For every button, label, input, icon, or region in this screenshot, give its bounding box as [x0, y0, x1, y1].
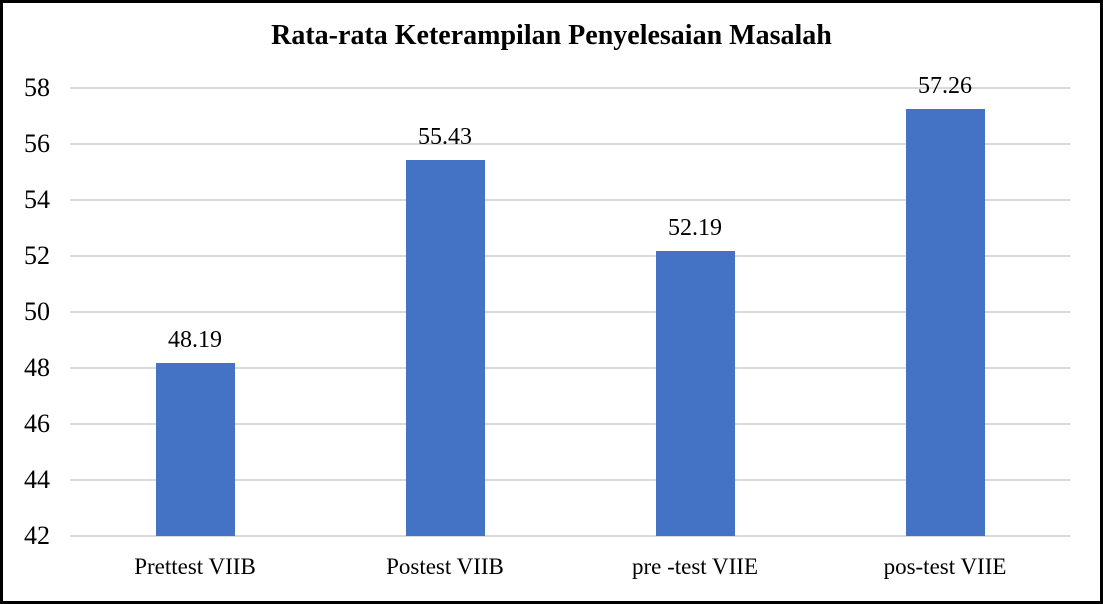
gridline — [70, 255, 1070, 257]
x-axis-category-label: pre -test VIIE — [631, 554, 759, 579]
y-axis-tick-label: 42 — [24, 521, 50, 550]
x-axis-category-label: pos-test VIIE — [883, 554, 1007, 579]
y-axis-tick-label: 52 — [24, 241, 50, 270]
y-axis-tick-label: 58 — [24, 73, 50, 102]
y-axis-tick-label: 54 — [24, 185, 50, 214]
bar — [405, 159, 485, 536]
y-axis-tick-label: 56 — [24, 129, 50, 158]
gridline — [70, 143, 1070, 145]
y-axis-tick-label: 44 — [24, 465, 50, 494]
gridline — [70, 479, 1070, 481]
chart-title: Rata-rata Keterampilan Penyelesaian Masa… — [271, 20, 832, 51]
x-axis-category-label: Postest VIIB — [386, 554, 504, 579]
gridline — [70, 423, 1070, 425]
y-axis-tick-label: 46 — [24, 409, 50, 438]
bar-value-label: 55.43 — [418, 123, 472, 150]
bar — [655, 250, 735, 536]
gridline — [70, 311, 1070, 313]
x-axis-category-label: Prettest VIIB — [134, 554, 256, 579]
bar-value-label: 57.26 — [918, 72, 972, 99]
bar-value-label: 52.19 — [668, 214, 722, 241]
bar-value-label: 48.19 — [168, 326, 222, 353]
gridline — [70, 87, 1070, 89]
gridline — [70, 199, 1070, 201]
y-axis-tick-label: 48 — [24, 353, 50, 382]
y-axis-tick-label: 50 — [24, 297, 50, 326]
gridline — [70, 367, 1070, 369]
bar — [155, 362, 235, 536]
gridline — [70, 535, 1070, 537]
bar — [905, 108, 985, 536]
